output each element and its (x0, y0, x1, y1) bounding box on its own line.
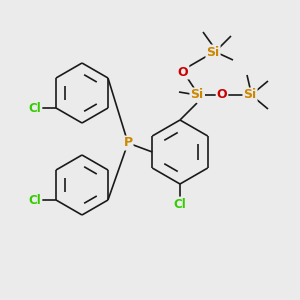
Text: Si: Si (190, 88, 204, 101)
Text: Si: Si (243, 88, 256, 101)
Text: Cl: Cl (28, 101, 41, 115)
Text: O: O (217, 88, 227, 101)
Text: Si: Si (206, 46, 220, 59)
Text: P: P (123, 136, 133, 149)
Text: Cl: Cl (28, 194, 41, 206)
Text: Cl: Cl (174, 197, 186, 211)
Text: O: O (178, 65, 188, 79)
